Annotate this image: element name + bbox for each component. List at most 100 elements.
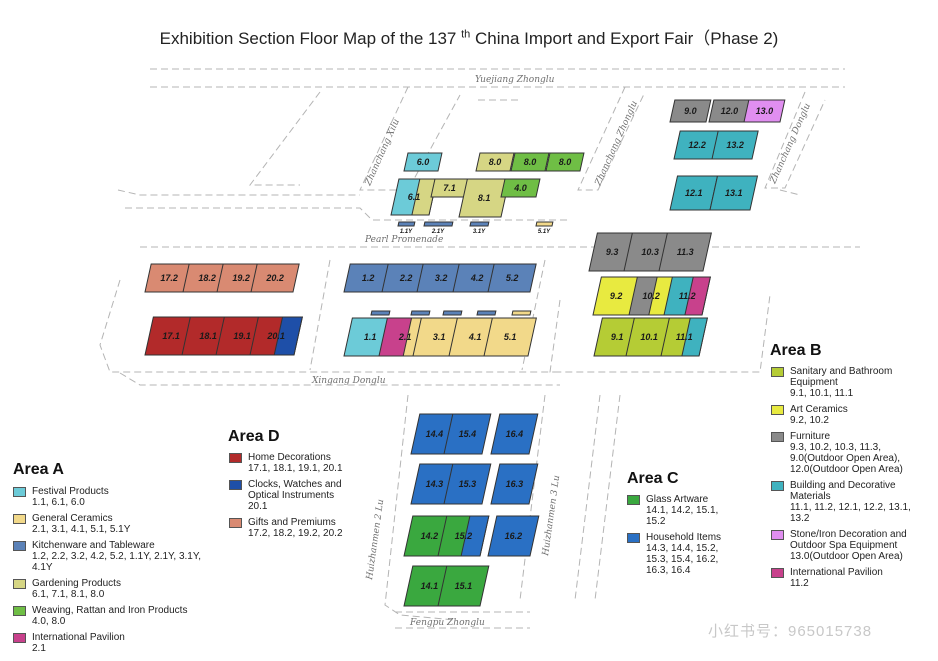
hall-block: [511, 310, 532, 316]
hall-12-1: 12.1: [669, 175, 719, 211]
legend-codes: 1.2, 2.2, 3.2, 4.2, 5.2, 1.1Y, 2.1Y, 3.1…: [32, 551, 202, 573]
legend-swatch: [771, 568, 784, 578]
hall-11-1: 11.1: [660, 317, 708, 357]
road-outline: [117, 189, 801, 196]
hall-label: 10.2: [642, 291, 660, 301]
hall-label: 17.1: [162, 331, 180, 341]
hall-label: 15.1: [455, 581, 473, 591]
hall-15-2: 15.2: [437, 515, 490, 557]
road-outline: [119, 372, 560, 386]
hall-block: [510, 152, 550, 172]
hall-20-2: 20.2: [250, 263, 300, 293]
legend-item: Clocks, Watches and Optical Instruments 2…: [229, 479, 369, 512]
legend-swatch: [13, 579, 26, 589]
hall-label: 9.3: [606, 247, 619, 257]
hall-label: 14.3: [426, 479, 444, 489]
hall-11-3: 11.3: [658, 232, 712, 272]
hall-block: [487, 263, 537, 293]
hall-8-1: 8.1: [458, 178, 510, 218]
legend-item: Kitchenware and Tableware 1.2, 2.2, 3.2, …: [13, 540, 223, 573]
road-outline: [125, 207, 570, 221]
hall-block: [437, 565, 490, 607]
legend-name: Clocks, Watches and Optical Instruments: [248, 479, 342, 501]
hall-label: 14.2: [421, 531, 439, 541]
hall-block-secondary: [273, 316, 303, 356]
area-a-legend: Festival Products 1.1, 6.1, 6.0 General Ce…: [13, 486, 223, 659]
legend-swatch: [13, 487, 26, 497]
hall-label: 18.1: [199, 331, 217, 341]
hall-label: 14.1: [421, 581, 439, 591]
hall-15-4: 15.4: [443, 413, 492, 455]
hall-label: 11.2: [679, 291, 696, 301]
hall-block-secondary: [684, 276, 711, 316]
hall-block: [500, 178, 541, 198]
hall-label: 10.3: [641, 247, 659, 257]
legend-swatch: [627, 495, 640, 505]
legend-swatch: [771, 530, 784, 540]
legend-name: Gardening Products: [32, 578, 121, 589]
legend-item: Furniture 9.3, 10.2, 10.3, 11.3, 9.0(Outd…: [771, 431, 931, 475]
hall-label: 15.2: [455, 531, 473, 541]
hall-label: 19.1: [233, 331, 251, 341]
hall-block: [250, 263, 300, 293]
hall-15-1: 15.1: [437, 565, 490, 607]
legend-item: Building and Decorative Materials 11.1, 1…: [771, 480, 931, 524]
hall-label: 12.0: [721, 106, 739, 116]
area-a-heading: Area A: [13, 461, 64, 478]
hall-block: [397, 221, 416, 227]
hall-block: [410, 310, 431, 316]
hall-label: 20.2: [265, 273, 284, 283]
hall-block-secondary: [681, 317, 708, 357]
hall-label: 13.0: [756, 106, 774, 116]
title-suffix: China Import and Export Fair（Phase 2): [475, 29, 779, 48]
road-label: Huizhanmen 3 Lu: [541, 475, 562, 558]
hall-8-0: 8.0: [510, 152, 550, 172]
hall-block: [403, 152, 443, 172]
area-c-legend: Glass Artware 14.1, 14.2, 15.1, 15.2 House…: [627, 494, 737, 581]
hall-label: 8.0: [524, 157, 537, 167]
hall-1-1Y: 1.1Y: [397, 221, 416, 235]
legend-item: International Pavilion 2.1: [13, 632, 223, 654]
legend-name: Furniture: [790, 431, 831, 442]
watermark: 小红书号：965015738: [708, 623, 873, 640]
legend-codes: 6.1, 7.1, 8.1, 8.0: [32, 589, 105, 600]
hall-label: 2.2: [399, 273, 413, 283]
hall-label: 3.2: [435, 273, 448, 283]
hall-label: 3.1: [433, 332, 446, 342]
hall-label: 7.1: [443, 183, 456, 193]
legend-item: Weaving, Rattan and Iron Products 4.0, 8.…: [13, 605, 223, 627]
hall-label: 8.1: [478, 193, 491, 203]
hall-label: 6.0: [417, 157, 430, 167]
road-outline: [574, 394, 621, 601]
legend-swatch: [13, 514, 26, 524]
road-label: Zhanchang Xilu: [363, 117, 402, 188]
road-label: Pearl Promenade: [364, 235, 443, 245]
hall-2-1Y: 2.1Y: [423, 221, 454, 235]
road-outline: [384, 394, 456, 621]
hall-label: 6.1: [408, 192, 421, 202]
hall-block: [443, 463, 492, 505]
hall-block-secondary: [411, 178, 438, 216]
legend-item: Glass Artware 14.1, 14.2, 15.1, 15.2: [627, 494, 737, 527]
hall-label: 20.1: [266, 331, 285, 341]
legend-codes: 9.2, 10.2: [790, 415, 829, 426]
legend-swatch: [771, 405, 784, 415]
legend-codes: 11.2: [790, 578, 809, 589]
map-title: Exhibition Section Floor Map of the 137 …: [0, 24, 938, 49]
hall-label: 11.1: [676, 332, 693, 342]
road-outline: [99, 279, 560, 373]
legend-name: Weaving, Rattan and Iron Products: [32, 605, 188, 616]
legend-codes: 14.3, 14.4, 15.2, 15.3, 15.4, 16.2, 16.3…: [646, 543, 719, 576]
title-prefix: Exhibition Section Floor Map of the 137: [159, 29, 457, 48]
road-outline: [395, 611, 530, 629]
hall-label: 10.1: [640, 332, 658, 342]
hall-block-secondary: [460, 515, 490, 557]
hall-label: 1.2: [362, 273, 375, 283]
legend-codes: 17.1, 18.1, 19.1, 20.1: [248, 463, 343, 474]
legend-name: Building and Decorative Materials: [790, 480, 896, 502]
legend-codes: 14.1, 14.2, 15.1, 15.2: [646, 505, 719, 527]
legend-name: Gifts and Premiums: [248, 517, 336, 528]
hall-8-0: 8.0: [475, 152, 515, 172]
hall-13-0: 13.0: [743, 99, 786, 123]
hall-block: [423, 221, 454, 227]
